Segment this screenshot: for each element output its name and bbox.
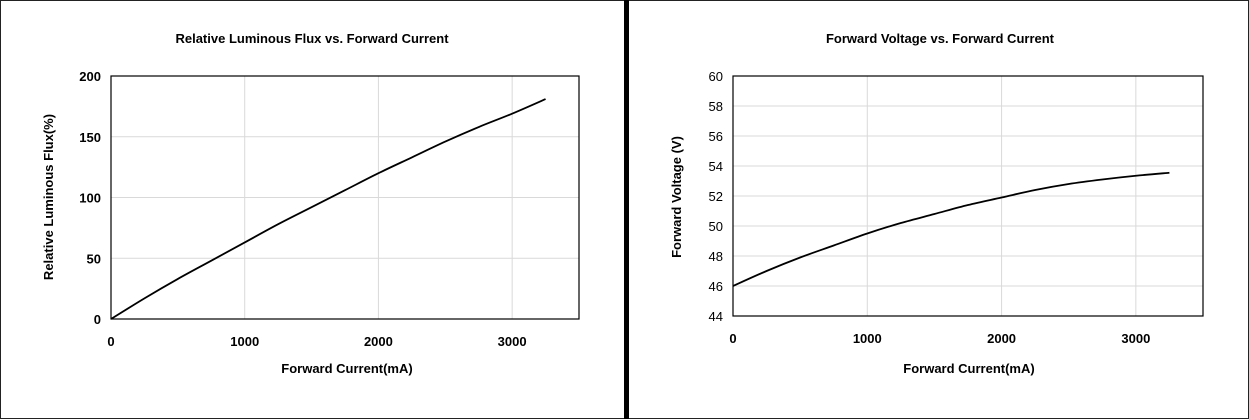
y-tick-label: 60 — [709, 69, 723, 84]
y-axis-label: Relative Luminous Flux(%) — [41, 114, 56, 280]
series-line — [110, 98, 546, 320]
chart-title: Relative Luminous Flux vs. Forward Curre… — [175, 31, 449, 46]
gridlines — [733, 76, 1203, 316]
x-axis-label: Forward Current(mA) — [281, 361, 412, 376]
y-tick-label: 46 — [709, 279, 723, 294]
chart-title: Forward Voltage vs. Forward Current — [826, 31, 1055, 46]
plot-frame — [732, 75, 1204, 317]
y-tick-label: 50 — [709, 219, 723, 234]
x-axis-label: Forward Current(mA) — [903, 361, 1034, 376]
y-tick-label: 150 — [79, 130, 101, 145]
y-tick-label: 56 — [709, 129, 723, 144]
x-tick-label: 1000 — [853, 331, 882, 346]
y-tick-label: 0 — [94, 312, 101, 327]
y-tick-label: 52 — [709, 189, 723, 204]
voltage-chart: Forward Voltage vs. Forward Current Forw… — [669, 31, 1204, 376]
x-tick-label: 2000 — [364, 334, 393, 349]
chart-panel-voltage: Forward Voltage vs. Forward Current Forw… — [629, 0, 1249, 419]
x-tick-label: 3000 — [498, 334, 527, 349]
plot-frame — [110, 75, 580, 320]
flux-chart: Relative Luminous Flux vs. Forward Curre… — [41, 31, 580, 376]
chart-panel-flux: Relative Luminous Flux vs. Forward Curre… — [0, 0, 624, 419]
series-line — [732, 171, 1170, 287]
y-tick-label: 200 — [79, 69, 101, 84]
y-tick-label: 100 — [79, 191, 101, 206]
y-tick-label: 44 — [709, 309, 723, 324]
gridlines — [111, 76, 579, 319]
y-axis-label: Forward Voltage (V) — [669, 136, 684, 258]
panel-divider — [624, 0, 629, 419]
y-tick-label: 54 — [709, 159, 723, 174]
x-tick-label: 0 — [107, 334, 114, 349]
y-tick-label: 50 — [87, 251, 101, 266]
y-tick-label: 48 — [709, 249, 723, 264]
y-tick-label: 58 — [709, 99, 723, 114]
x-tick-label: 0 — [729, 331, 736, 346]
x-tick-label: 1000 — [230, 334, 259, 349]
x-tick-label: 3000 — [1121, 331, 1150, 346]
x-tick-label: 2000 — [987, 331, 1016, 346]
